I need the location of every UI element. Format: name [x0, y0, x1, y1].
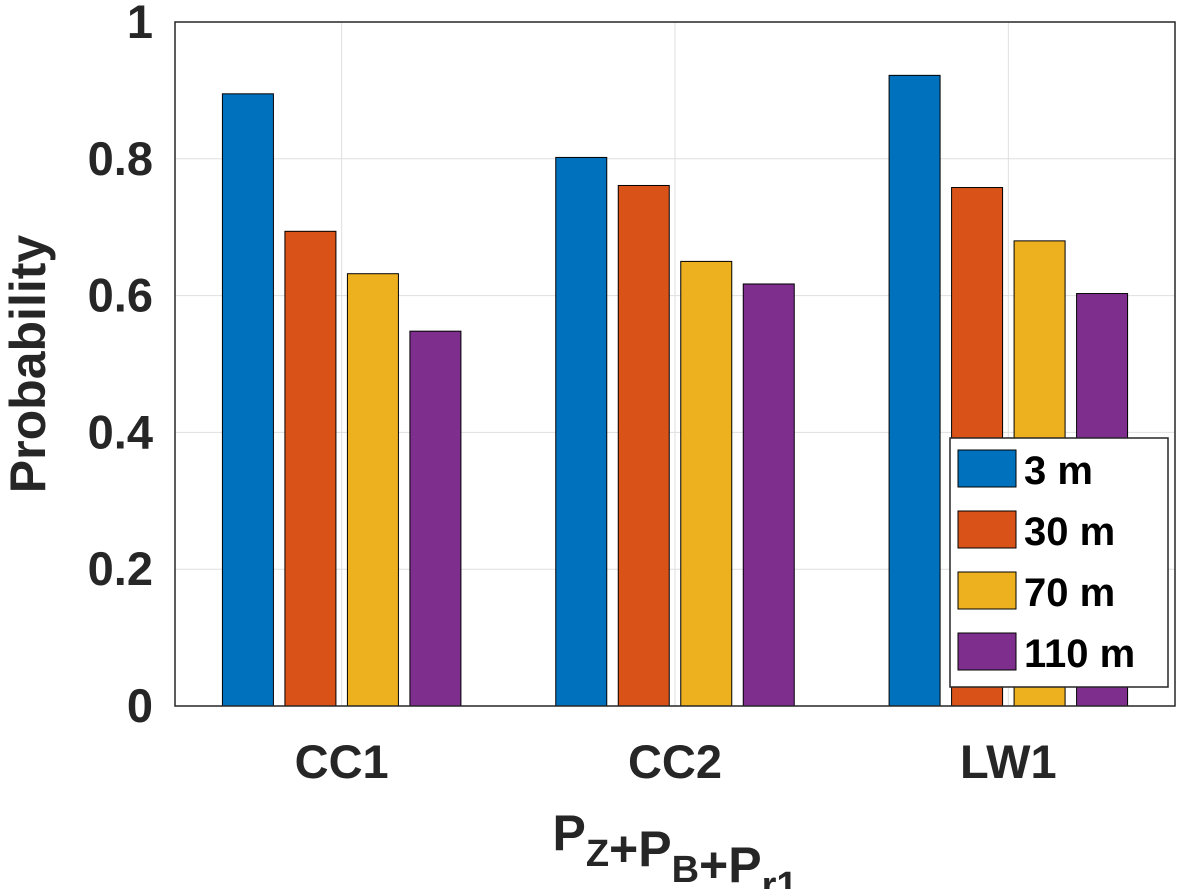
bar [284, 230, 337, 707]
y-tick-labels: 0 0.2 0.4 0.6 0.8 1 [88, 0, 153, 732]
x-axis-label: PZ+PB+Pr1 [552, 805, 797, 889]
x-axis-label-subscript: B [672, 849, 699, 889]
legend-swatch [957, 449, 1017, 488]
x-tick-labels: CC1 CC2 LW1 [295, 735, 1057, 788]
legend-swatch [957, 510, 1017, 549]
y-tick-label: 0.8 [88, 132, 153, 185]
legend-label: 30 m [1024, 510, 1115, 554]
x-axis-label-text: +P [699, 837, 762, 889]
legend: 3 m 30 m 70 m 110 m [949, 437, 1169, 688]
x-axis-label-text: +P [609, 821, 672, 877]
y-tick-label: 0 [127, 679, 153, 732]
bar [617, 184, 670, 707]
bar [888, 74, 941, 707]
x-tick-label: CC1 [295, 735, 389, 788]
legend-label: 70 m [1024, 571, 1115, 615]
legend-swatch [957, 571, 1017, 610]
y-tick-label: 1 [127, 0, 153, 48]
x-axis-label-text: P [552, 805, 585, 861]
y-axis-label: Probability [0, 235, 56, 494]
bar [555, 156, 608, 707]
x-tick-label: CC2 [628, 735, 722, 788]
y-tick-label: 0.2 [88, 542, 153, 595]
y-tick-label: 0.6 [88, 269, 153, 322]
legend-label: 3 m [1024, 449, 1093, 493]
bar [409, 330, 462, 707]
bar [221, 93, 274, 707]
x-axis-label-subscript: Z [586, 833, 609, 875]
legend-items: 3 m 30 m 70 m 110 m [957, 449, 1135, 676]
bar [346, 273, 399, 707]
bar [742, 283, 795, 707]
x-axis-label-subscript: r1 [762, 865, 798, 889]
bar [680, 260, 733, 707]
legend-label: 110 m [1024, 632, 1135, 676]
x-tick-label: LW1 [960, 735, 1057, 788]
axes-box [174, 21, 1176, 707]
legend-swatch [957, 632, 1017, 671]
y-tick-label: 0.4 [88, 405, 153, 458]
